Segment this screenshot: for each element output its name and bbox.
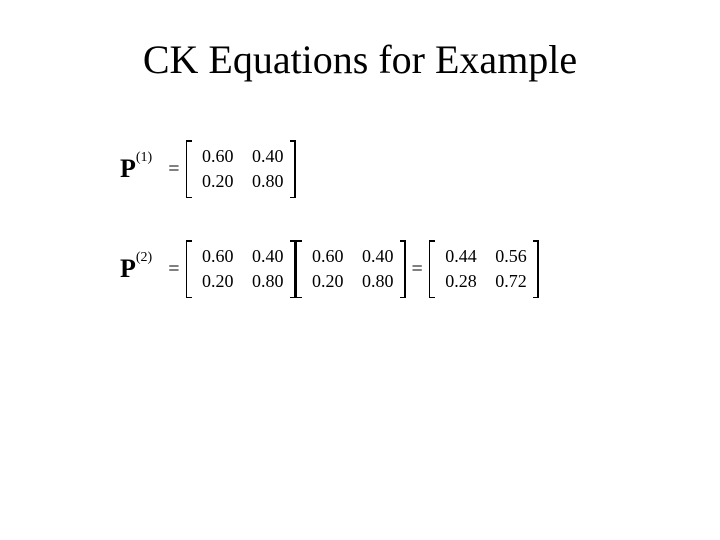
p1-superscript: (1) (136, 150, 152, 166)
matrix-cell: 0.72 (491, 269, 527, 294)
matrix-cell: 0.40 (248, 144, 284, 169)
p2-label: P (2) (120, 254, 152, 284)
matrix-cell: 0.40 (248, 244, 284, 269)
matrix-cell: 0.60 (198, 144, 234, 169)
p1-matrix: 0.60 0.40 0.20 0.80 (186, 140, 296, 198)
p2-superscript: (2) (136, 250, 152, 266)
p2-matrix-result: 0.44 0.56 0.28 0.72 (429, 240, 539, 298)
matrix-cell: 0.44 (441, 244, 477, 269)
matrix-cell: 0.60 (198, 244, 234, 269)
matrix-cell: 0.80 (248, 269, 284, 294)
matrix-cell: 0.56 (491, 244, 527, 269)
p2-base: P (120, 254, 136, 284)
p2-matrix-b: 0.60 0.40 0.20 0.80 (296, 240, 406, 298)
matrix-cell: 0.28 (441, 269, 477, 294)
matrix-cell: 0.60 (308, 244, 344, 269)
matrix-cell: 0.20 (308, 269, 344, 294)
matrix-cell: 0.80 (358, 269, 394, 294)
matrix-cell: 0.20 (198, 169, 234, 194)
p1-label: P (1) (120, 154, 152, 184)
equals-sign: = (168, 158, 179, 181)
equals-sign: = (412, 258, 423, 281)
matrix-cell: 0.40 (358, 244, 394, 269)
p1-base: P (120, 154, 136, 184)
equation-p1: P (1) = 0.60 0.40 0.20 0.80 (120, 140, 296, 198)
equals-sign: = (168, 258, 179, 281)
matrix-cell: 0.80 (248, 169, 284, 194)
matrix-cell: 0.20 (198, 269, 234, 294)
page-title: CK Equations for Example (0, 36, 720, 83)
equation-p2: P (2) = 0.60 0.40 0.20 0.80 0.60 0.40 0.… (120, 240, 539, 298)
p2-matrix-a: 0.60 0.40 0.20 0.80 (186, 240, 296, 298)
